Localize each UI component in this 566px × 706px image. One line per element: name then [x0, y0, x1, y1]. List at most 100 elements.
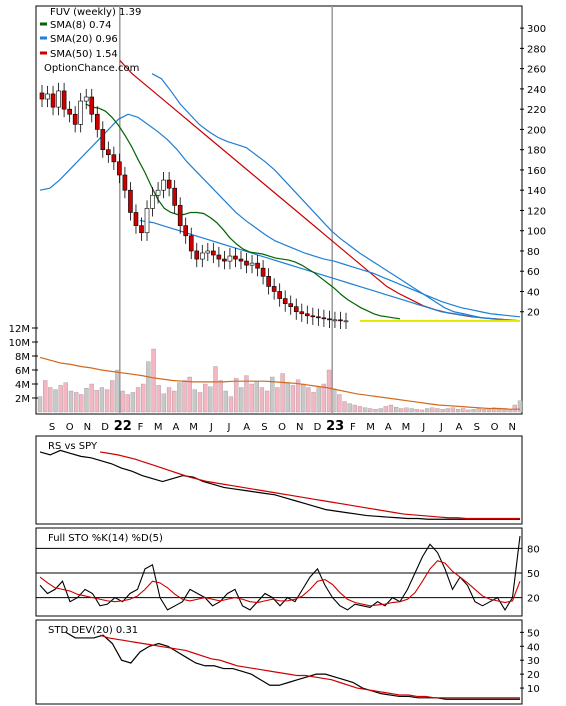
volume-bar [321, 383, 327, 413]
sto-d-line [39, 560, 521, 607]
x-label: J [227, 422, 231, 433]
volume-bar [419, 409, 425, 413]
std-line [65, 631, 520, 700]
volume-bar [120, 390, 125, 413]
volume-bar [306, 387, 311, 413]
volume-bar [135, 387, 141, 413]
volume-bar [430, 407, 435, 413]
volume-tick-label: 2M [15, 394, 30, 405]
candle-body [199, 252, 205, 260]
candle-body [211, 250, 216, 256]
volume-bar [249, 383, 254, 413]
candle-body [233, 255, 238, 260]
chart-title: FUV (weekly) 1.39 [50, 7, 141, 18]
candle-body [117, 161, 122, 176]
candle-body [144, 208, 150, 234]
candle-body [177, 205, 183, 226]
price-panel [35, 5, 523, 415]
std-title: STD DEV(20) 0.31 [48, 625, 138, 636]
volume-tick-label: 6M [15, 366, 30, 377]
legend-sma20: SMA(20) 0.96 [50, 34, 118, 45]
volume-bar [115, 369, 120, 413]
x-label: J [209, 422, 213, 433]
x-label: J [439, 422, 443, 433]
candle-body [139, 225, 144, 234]
sto-tick-label: 50 [527, 569, 540, 580]
volume-bar [223, 390, 228, 413]
rs-panel [35, 435, 523, 525]
x-label: D [314, 422, 322, 433]
volume-bar [388, 404, 394, 413]
volume-bar [110, 380, 115, 413]
candle-body [94, 113, 100, 130]
volume-bar [368, 408, 373, 413]
volume-bar [213, 366, 218, 413]
candle-body [155, 189, 161, 196]
volume-bar [414, 409, 419, 413]
candle-body [271, 286, 277, 292]
volume-bar [461, 408, 466, 413]
volume-bar [254, 381, 259, 413]
candle-body [172, 187, 177, 206]
volume-bar [146, 361, 151, 413]
candle-body [332, 319, 338, 322]
sma8-line [85, 103, 401, 320]
volume-bar [332, 388, 337, 413]
candle-body [227, 255, 233, 262]
volume-bar [466, 409, 471, 413]
candle-body [288, 303, 294, 307]
candle-body [249, 262, 255, 266]
sto-title: Full STO %K(14) %D(5) [48, 533, 163, 544]
candle-body [106, 149, 111, 156]
legend-sma50: SMA(50) 1.54 [50, 49, 118, 60]
x-label: N [296, 422, 303, 433]
candle-body [100, 129, 106, 150]
candle-body [343, 320, 349, 323]
sto-tick-label: 80 [527, 544, 540, 555]
candle-body [161, 179, 166, 191]
candle-body [260, 267, 266, 277]
x-label: S [49, 422, 55, 433]
candle-body [327, 318, 332, 321]
volume-bar [84, 388, 89, 413]
volume-bar [404, 407, 409, 413]
x-label: A [385, 422, 392, 433]
volume-bar [48, 387, 53, 413]
volume-bar [125, 394, 130, 413]
rs-title: RS vs SPY [48, 441, 98, 452]
volume-bar [342, 401, 347, 413]
volume-bar [43, 380, 48, 413]
volume-bar [244, 375, 249, 413]
price-tick-label: 20 [527, 308, 540, 319]
candle-body [293, 306, 299, 313]
volume-tick-label: 12M [9, 324, 30, 335]
volume-bar [182, 380, 187, 413]
x-label: N [508, 422, 515, 433]
x-label: 23 [326, 419, 344, 434]
volume-bar [203, 383, 208, 413]
price-tick-label: 300 [527, 24, 546, 35]
volume-bar [326, 369, 332, 413]
sma20-upper-band [151, 73, 521, 322]
volume-bar [228, 396, 234, 413]
volume-bar [295, 379, 301, 413]
candle-body [72, 113, 78, 125]
volume-bar [445, 408, 450, 413]
volume-bar [73, 392, 79, 413]
legend: SMA(8) 0.74 SMA(20) 0.96 SMA(50) 1.54 Op… [40, 20, 139, 74]
volume-bar [363, 407, 368, 413]
volume-bar [517, 400, 523, 413]
x-label: O [491, 422, 499, 433]
volume-bar [166, 387, 172, 413]
candle-body [299, 311, 305, 315]
x-label: A [172, 422, 179, 433]
candle-body [266, 275, 271, 287]
candle-body [128, 189, 133, 213]
volume-bar [187, 376, 192, 413]
x-label: F [138, 422, 144, 433]
sto-tick-label: 20 [527, 594, 540, 605]
volume-bar [301, 383, 306, 413]
candle-body [205, 250, 211, 254]
x-label: O [278, 422, 286, 433]
candle-body [338, 319, 343, 322]
